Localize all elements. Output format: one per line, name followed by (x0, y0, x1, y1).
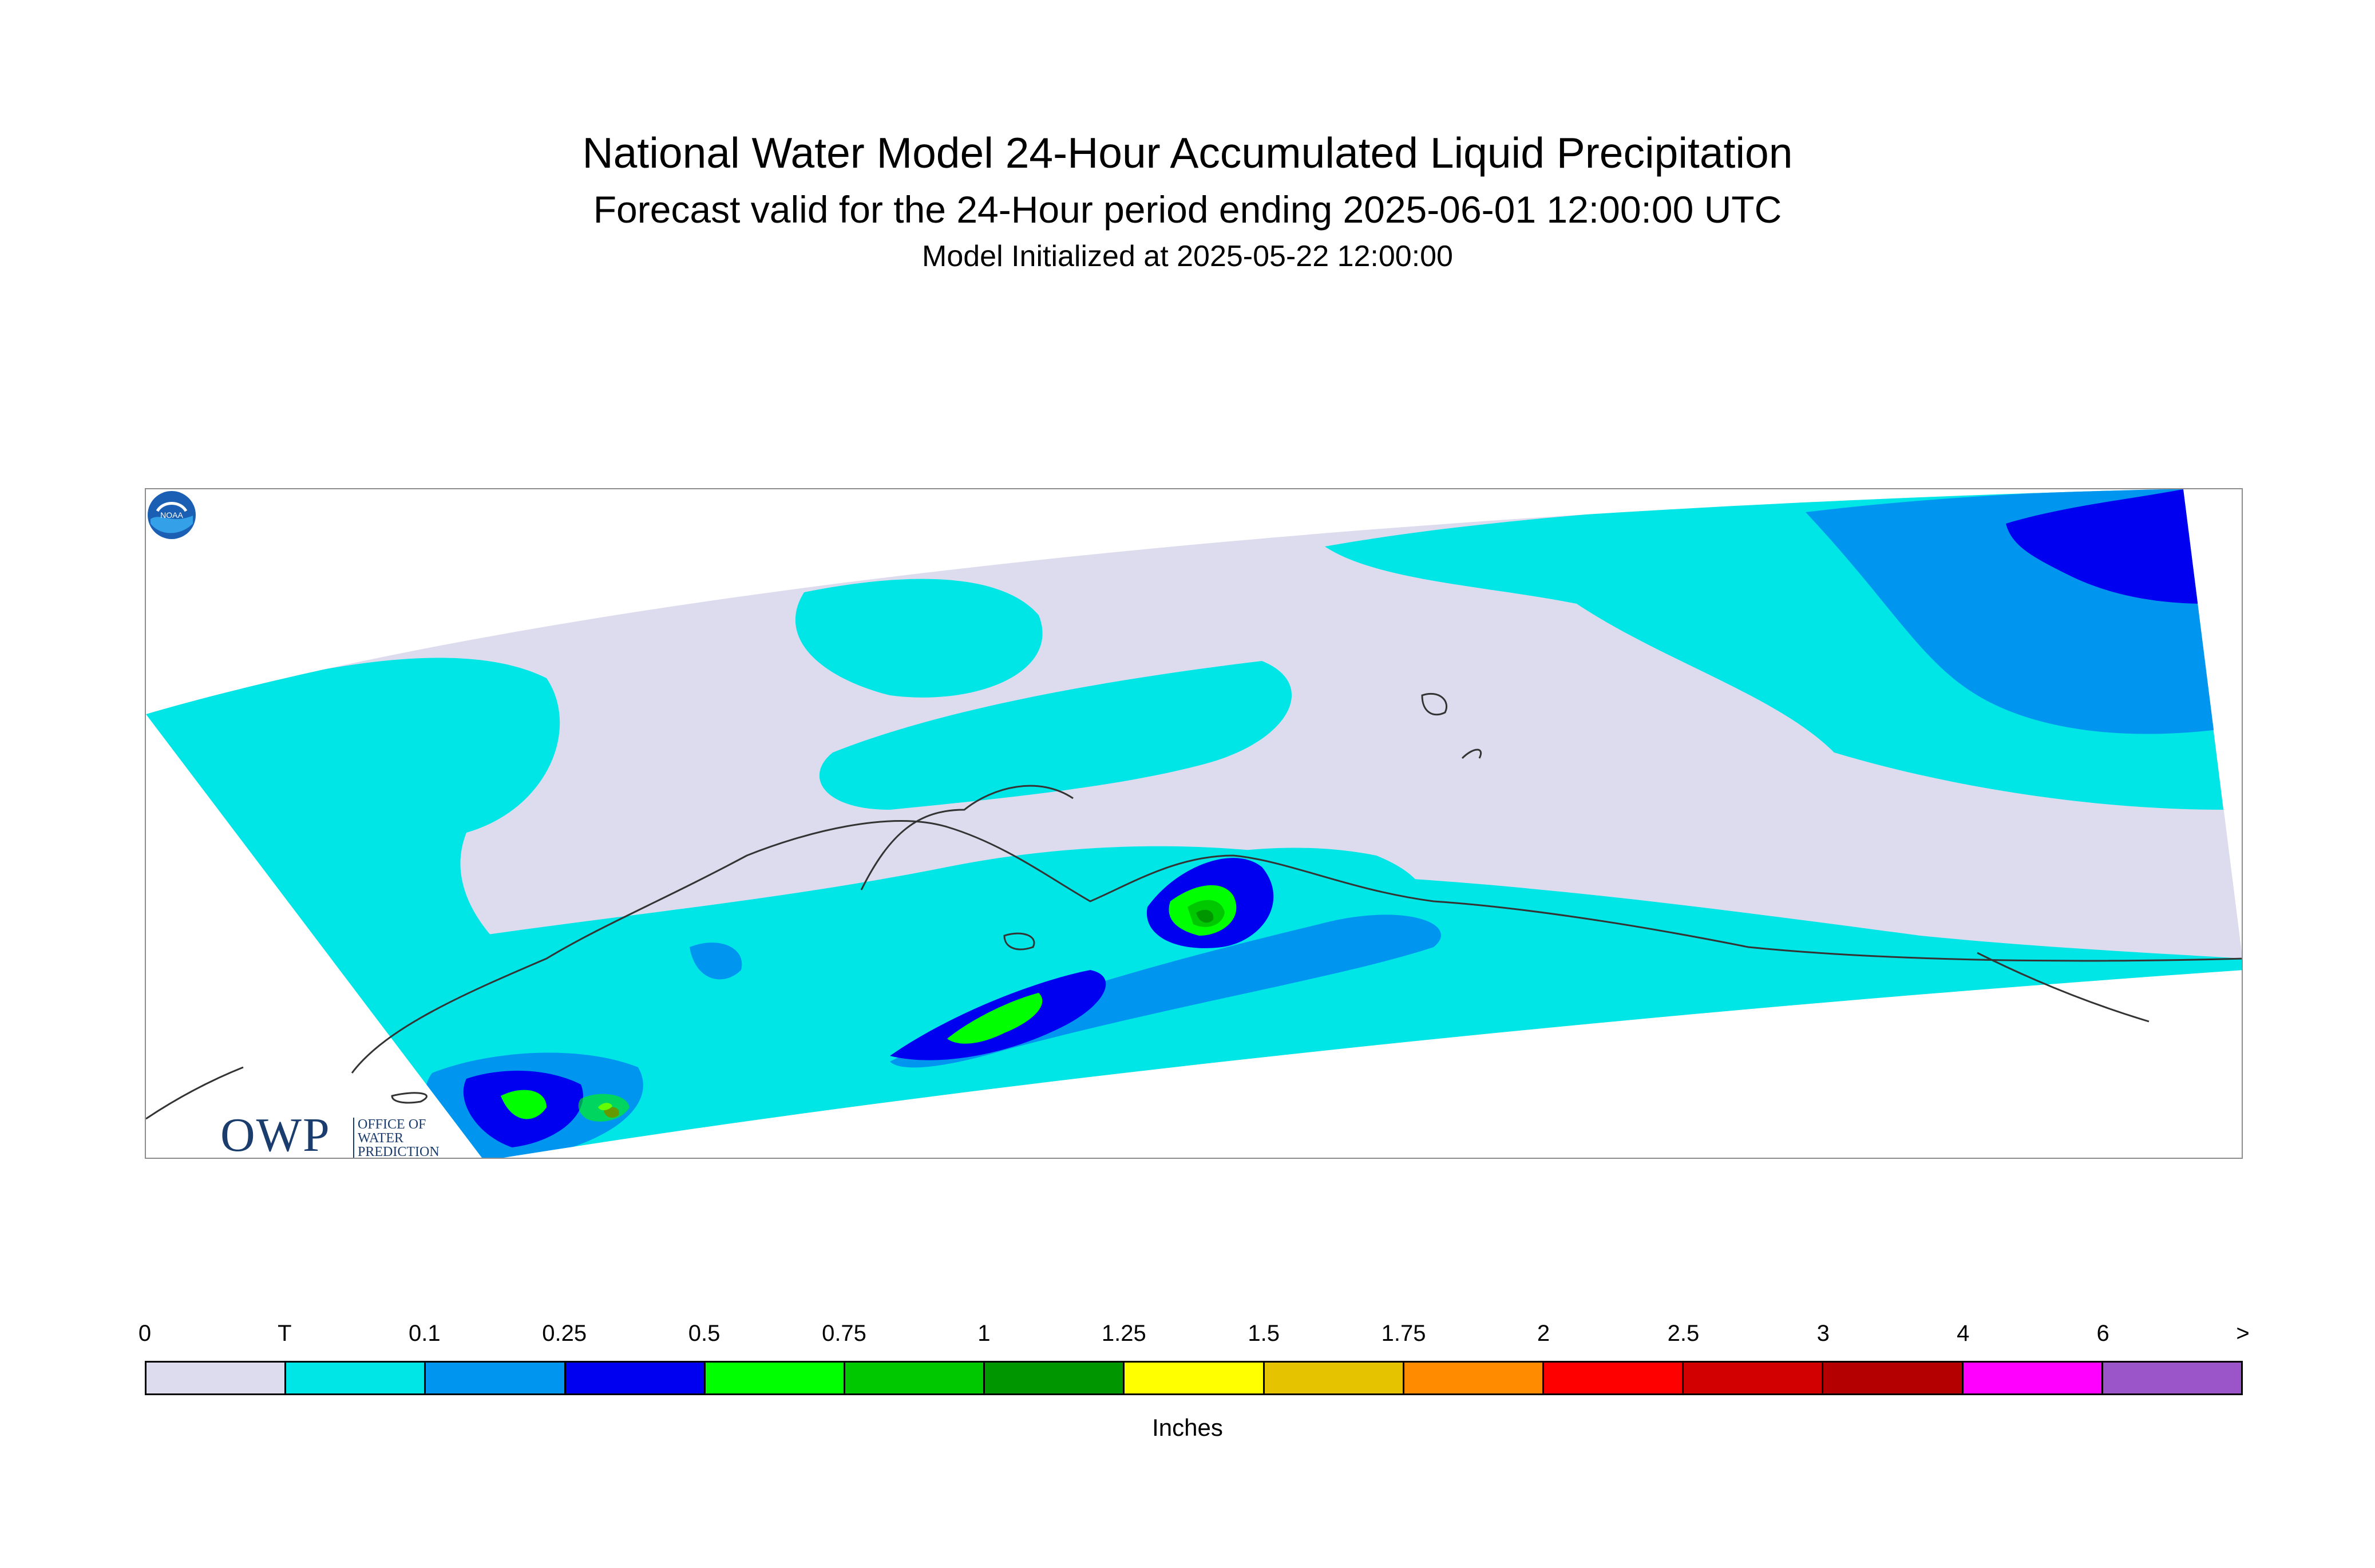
legend-swatch (845, 1363, 985, 1393)
legend-swatch (426, 1363, 566, 1393)
legend-swatch (1125, 1363, 1265, 1393)
legend-tick-label: 0.5 (688, 1321, 721, 1346)
legend-swatch (565, 1363, 706, 1393)
legend-tick-label: 1.75 (1381, 1321, 1426, 1346)
legend-swatch (705, 1363, 846, 1393)
owp-logo-text: OFFICE OF WATER PREDICTION (353, 1118, 440, 1158)
legend-swatch (1823, 1363, 1964, 1393)
map-title: National Water Model 24-Hour Accumulated… (582, 129, 1793, 177)
bering-island (391, 1092, 428, 1104)
legend-tick-label: 1.25 (1101, 1321, 1146, 1346)
precip-field (146, 489, 2242, 1158)
legend-tick-label: 3 (1816, 1321, 1830, 1346)
island-outline-3 (1003, 932, 1035, 951)
owp-logo: OWP OFFICE OF WATER PREDICTION (220, 1107, 440, 1159)
precipitation-map: OWP OFFICE OF WATER PREDICTION NOAA (145, 488, 2243, 1159)
precip-trace-south-belt (289, 846, 2242, 1158)
precip-trace-central (819, 661, 1292, 810)
noaa-logo-icon: NOAA (148, 491, 196, 539)
legend-colorbar (145, 1361, 2243, 1395)
legend-unit: Inches (1152, 1414, 1223, 1441)
precip-01-west-spot (690, 943, 742, 980)
island-outline-1 (1421, 692, 1448, 716)
legend-swatch (1404, 1363, 1545, 1393)
model-init-text: Model Initialized at 2025-05-22 12:00:00 (922, 240, 1453, 273)
legend-tick-label: 2.5 (1667, 1321, 1700, 1346)
legend-tick-label: 2 (1537, 1321, 1550, 1346)
legend-tick-label: 0 (138, 1321, 152, 1346)
precip-05-peninsula (947, 993, 1043, 1044)
legend-tick-label: 0.25 (542, 1321, 587, 1346)
legend-tick-label: 6 (2096, 1321, 2109, 1346)
precip-trace-north-central (795, 579, 1043, 698)
legend-tick-label: 0.1 (408, 1321, 441, 1346)
coastlines (146, 692, 2242, 1120)
russia-coastline (146, 1066, 244, 1120)
arctic-coastline (860, 785, 1074, 890)
legend-tick-label: 1 (977, 1321, 991, 1346)
map-subtitle: Forecast valid for the 24-Hour period en… (593, 188, 1782, 231)
owp-logo-mark: OWP (220, 1108, 331, 1159)
canada-border (1977, 952, 2150, 1023)
legend-swatch (1684, 1363, 1824, 1393)
legend-tick-label: 0.75 (822, 1321, 866, 1346)
noaa-logo-text: NOAA (160, 510, 183, 520)
island-outline-2 (1461, 749, 1482, 759)
legend-swatch (286, 1363, 426, 1393)
legend-tick-label: > (2236, 1321, 2250, 1346)
legend-tick-label: 1.5 (1248, 1321, 1280, 1346)
legend-labels: 0 T 0.1 0.25 0.5 0.75 1 1.25 1.5 1.75 2 2.5 3 4 6 > (138, 1319, 2250, 1353)
alaska-coastline (351, 820, 2242, 1074)
legend-swatch (1963, 1363, 2103, 1393)
precip-025-northeast (2006, 489, 2206, 604)
map-svg (146, 489, 2242, 1158)
precip-05-southwest-b (578, 1094, 630, 1122)
legend-swatch (985, 1363, 1125, 1393)
legend-swatch (147, 1363, 287, 1393)
precip-1-kenai (1196, 909, 1214, 923)
precip-05-southwest (501, 1090, 547, 1119)
legend-tick-label: T (278, 1321, 292, 1346)
legend-swatch (2103, 1363, 2242, 1393)
legend-swatch (1544, 1363, 1684, 1393)
legend-swatch (1264, 1363, 1404, 1393)
legend-tick-label: 4 (1957, 1321, 1970, 1346)
